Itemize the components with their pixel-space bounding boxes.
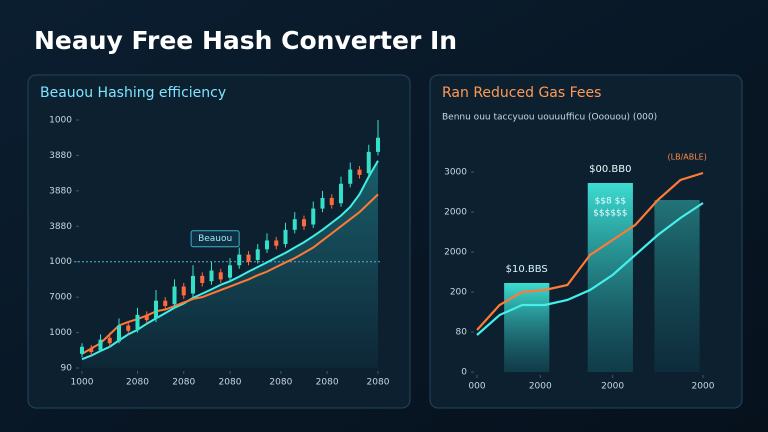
annotation: $10.BBS [506, 264, 548, 275]
x-tick-label: 2080 [269, 378, 292, 388]
y-tick-label: 3880 [49, 186, 72, 196]
candle-body [338, 183, 344, 204]
page-title: Neauy Free Hash Converter In [34, 26, 457, 55]
candle-body [98, 339, 103, 351]
y-tick-label: 2000 [444, 208, 467, 218]
area-fill [82, 160, 378, 368]
candle-body [135, 314, 140, 330]
x-tick-label: 2080 [126, 378, 149, 388]
candle-body [163, 300, 168, 306]
candle-body [200, 275, 205, 283]
annotation: Beauou [198, 234, 232, 244]
candle-body [320, 197, 325, 209]
candle-body [311, 208, 316, 225]
candle-body [190, 275, 196, 294]
x-tick-label: 2080 [219, 378, 242, 388]
x-tick-label: 2000 [692, 382, 715, 392]
candle-body [283, 229, 288, 244]
y-tick-label: 7000 [49, 293, 72, 303]
candle-body [348, 169, 353, 184]
annotation: (LB/ABLE) [668, 153, 707, 162]
y-tick-label: 1000 [49, 257, 72, 267]
candle-body [209, 270, 214, 282]
candle-body [181, 286, 186, 296]
candle-body [357, 169, 362, 175]
bar [504, 283, 550, 372]
annotation: $$8 $$ [595, 197, 627, 207]
x-tick-label: 1000 [71, 378, 94, 388]
candle-body [237, 254, 242, 266]
candle-body [172, 286, 177, 305]
x-tick-label: 2080 [367, 378, 390, 388]
y-tick-label: 90 [61, 364, 73, 374]
candle-body [227, 265, 233, 278]
bar [654, 200, 700, 372]
candle-body [255, 249, 260, 260]
y-tick-label: 1000 [49, 116, 72, 126]
x-tick-label: 2000 [601, 382, 624, 392]
fee-line [476, 171, 704, 331]
y-tick-label: 2000 [444, 248, 467, 258]
candle-body [79, 346, 85, 354]
chart-title: Beauou Hashing efficiency [40, 85, 226, 101]
candle-body [116, 325, 122, 342]
candle-body [126, 325, 131, 331]
candle-body [144, 314, 149, 321]
y-tick-label: 3880 [49, 222, 72, 232]
trend-line [81, 193, 379, 355]
candle-body [375, 137, 381, 152]
chart-title: Ran Reduced Gas Fees [442, 85, 601, 101]
x-tick-label: 2080 [316, 378, 339, 388]
candle-body [264, 240, 270, 250]
candle-body [107, 337, 112, 344]
x-tick-label: 2000 [529, 382, 552, 392]
x-tick-label: 000 [468, 382, 485, 392]
y-tick-label: 3880 [49, 151, 72, 161]
candle-body [274, 240, 279, 246]
candle-body [246, 254, 251, 262]
annotation: $00.BB0 [589, 164, 631, 175]
y-tick-label: 0 [461, 368, 467, 378]
y-tick-label: 3000 [444, 168, 467, 178]
candle-body [89, 348, 94, 353]
candle-body [301, 219, 307, 227]
candle-body [292, 219, 297, 230]
x-tick-label: 2080 [172, 378, 195, 388]
y-tick-label: 80 [456, 328, 468, 338]
chart-subtitle: Bennu ouu taccyuou uouuufficu (Ooouou) (… [442, 113, 657, 123]
candle-body [366, 151, 371, 174]
candle-body [218, 272, 223, 280]
candle-body [153, 300, 159, 319]
y-tick-label: 1000 [49, 328, 72, 338]
annotation-box [190, 230, 240, 248]
annotation: $$$$$$ [593, 209, 627, 219]
y-tick-label: 200 [450, 288, 467, 298]
fee-line [476, 202, 704, 336]
candle-body [329, 197, 334, 206]
